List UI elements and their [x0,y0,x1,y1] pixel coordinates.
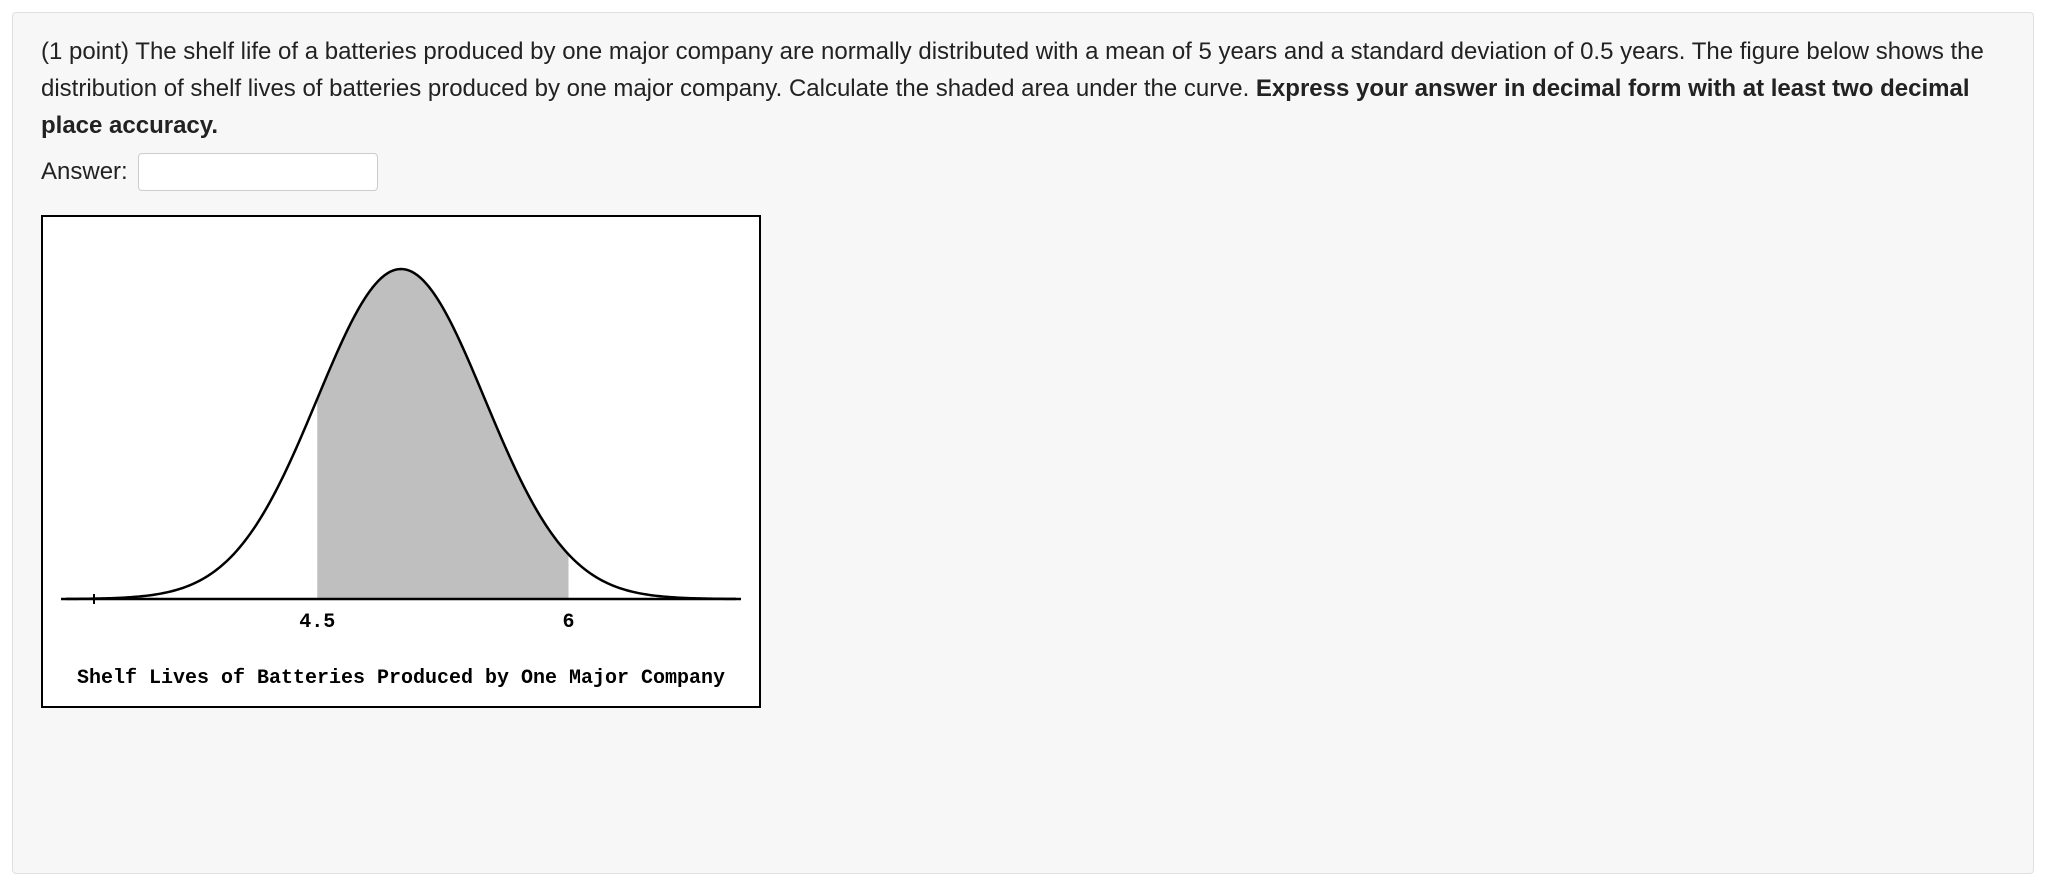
chart-title: Shelf Lives of Batteries Produced by One… [53,667,749,690]
problem-text: (1 point) The shelf life of a batteries … [41,33,2005,145]
problem-box: (1 point) The shelf life of a batteries … [12,12,2034,874]
problem-prefix: (1 point) [41,38,135,65]
answer-label: Answer: [41,158,128,186]
chart-container: 4.56 Shelf Lives of Batteries Produced b… [41,215,761,708]
x-tick-label: 6 [562,611,574,634]
answer-input[interactable] [138,153,378,191]
shaded-area [317,269,568,599]
page-container: (1 point) The shelf life of a batteries … [0,0,2046,886]
x-tick-label: 4.5 [299,611,335,634]
answer-row: Answer: [41,153,2005,191]
normal-distribution-chart: 4.56 [56,229,746,659]
